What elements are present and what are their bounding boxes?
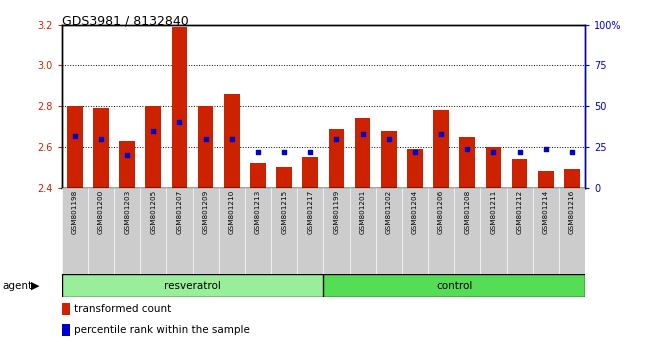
Bar <box>67 106 83 188</box>
Point <box>514 149 525 155</box>
Text: transformed count: transformed count <box>73 304 171 314</box>
Point <box>279 149 289 155</box>
Bar <box>460 137 475 188</box>
Bar <box>62 303 70 315</box>
FancyBboxPatch shape <box>166 188 192 274</box>
Bar <box>120 141 135 188</box>
Point <box>436 131 447 137</box>
Text: GSM801212: GSM801212 <box>517 190 523 234</box>
Bar <box>224 94 240 188</box>
Bar <box>172 27 187 188</box>
Bar <box>146 106 161 188</box>
Bar <box>93 108 109 188</box>
Point <box>358 131 368 137</box>
Bar <box>381 131 396 188</box>
Text: GSM801202: GSM801202 <box>386 190 392 234</box>
FancyBboxPatch shape <box>114 188 140 274</box>
Bar <box>302 157 318 188</box>
Text: GSM801209: GSM801209 <box>203 190 209 234</box>
Text: GSM801201: GSM801201 <box>359 190 365 234</box>
Point <box>200 136 211 142</box>
Point <box>174 120 185 125</box>
Bar <box>564 169 580 188</box>
Point <box>253 149 263 155</box>
Bar <box>407 149 422 188</box>
Text: GSM801214: GSM801214 <box>543 190 549 234</box>
Point <box>96 136 106 142</box>
Text: GSM801217: GSM801217 <box>307 190 313 234</box>
Bar <box>355 118 370 188</box>
Bar <box>276 167 292 188</box>
Text: ▶: ▶ <box>31 281 40 291</box>
Text: control: control <box>436 281 473 291</box>
FancyBboxPatch shape <box>402 188 428 274</box>
Text: GSM801203: GSM801203 <box>124 190 130 234</box>
Bar <box>512 159 527 188</box>
FancyBboxPatch shape <box>62 188 88 274</box>
Text: GSM801200: GSM801200 <box>98 190 104 234</box>
Point <box>462 146 473 152</box>
FancyBboxPatch shape <box>428 188 454 274</box>
FancyBboxPatch shape <box>480 188 506 274</box>
FancyBboxPatch shape <box>245 188 271 274</box>
FancyBboxPatch shape <box>192 188 218 274</box>
Point <box>70 133 80 138</box>
Point <box>122 152 133 158</box>
Text: GSM801215: GSM801215 <box>281 190 287 234</box>
FancyBboxPatch shape <box>218 188 245 274</box>
Bar <box>329 129 344 188</box>
Bar <box>250 163 266 188</box>
FancyBboxPatch shape <box>62 274 324 297</box>
FancyBboxPatch shape <box>559 188 585 274</box>
Point <box>227 136 237 142</box>
Bar <box>538 171 554 188</box>
Text: GSM801216: GSM801216 <box>569 190 575 234</box>
Point <box>384 136 394 142</box>
Point <box>148 128 159 133</box>
Text: GSM801208: GSM801208 <box>464 190 470 234</box>
FancyBboxPatch shape <box>297 188 324 274</box>
Bar <box>62 324 70 336</box>
FancyBboxPatch shape <box>454 188 480 274</box>
Text: GSM801211: GSM801211 <box>491 190 497 234</box>
Text: GSM801204: GSM801204 <box>412 190 418 234</box>
FancyBboxPatch shape <box>271 188 297 274</box>
Point <box>488 149 499 155</box>
Text: GSM801213: GSM801213 <box>255 190 261 234</box>
Bar <box>434 110 449 188</box>
Text: GSM801198: GSM801198 <box>72 190 78 234</box>
Text: agent: agent <box>2 281 32 291</box>
FancyBboxPatch shape <box>532 188 559 274</box>
Point <box>305 149 315 155</box>
FancyBboxPatch shape <box>324 188 350 274</box>
Text: GSM801206: GSM801206 <box>438 190 444 234</box>
FancyBboxPatch shape <box>324 274 585 297</box>
Point <box>332 136 342 142</box>
FancyBboxPatch shape <box>350 188 376 274</box>
Text: GSM801210: GSM801210 <box>229 190 235 234</box>
Bar <box>198 106 213 188</box>
FancyBboxPatch shape <box>376 188 402 274</box>
Text: GSM801205: GSM801205 <box>150 190 156 234</box>
Point <box>567 149 577 155</box>
Text: resveratrol: resveratrol <box>164 281 221 291</box>
Point <box>541 146 551 152</box>
Text: GSM801199: GSM801199 <box>333 190 339 234</box>
FancyBboxPatch shape <box>506 188 532 274</box>
Bar <box>486 147 501 188</box>
FancyBboxPatch shape <box>88 188 114 274</box>
Text: percentile rank within the sample: percentile rank within the sample <box>73 325 250 335</box>
Text: GSM801207: GSM801207 <box>177 190 183 234</box>
Text: GDS3981 / 8132840: GDS3981 / 8132840 <box>62 14 188 27</box>
Point <box>410 149 420 155</box>
FancyBboxPatch shape <box>140 188 166 274</box>
